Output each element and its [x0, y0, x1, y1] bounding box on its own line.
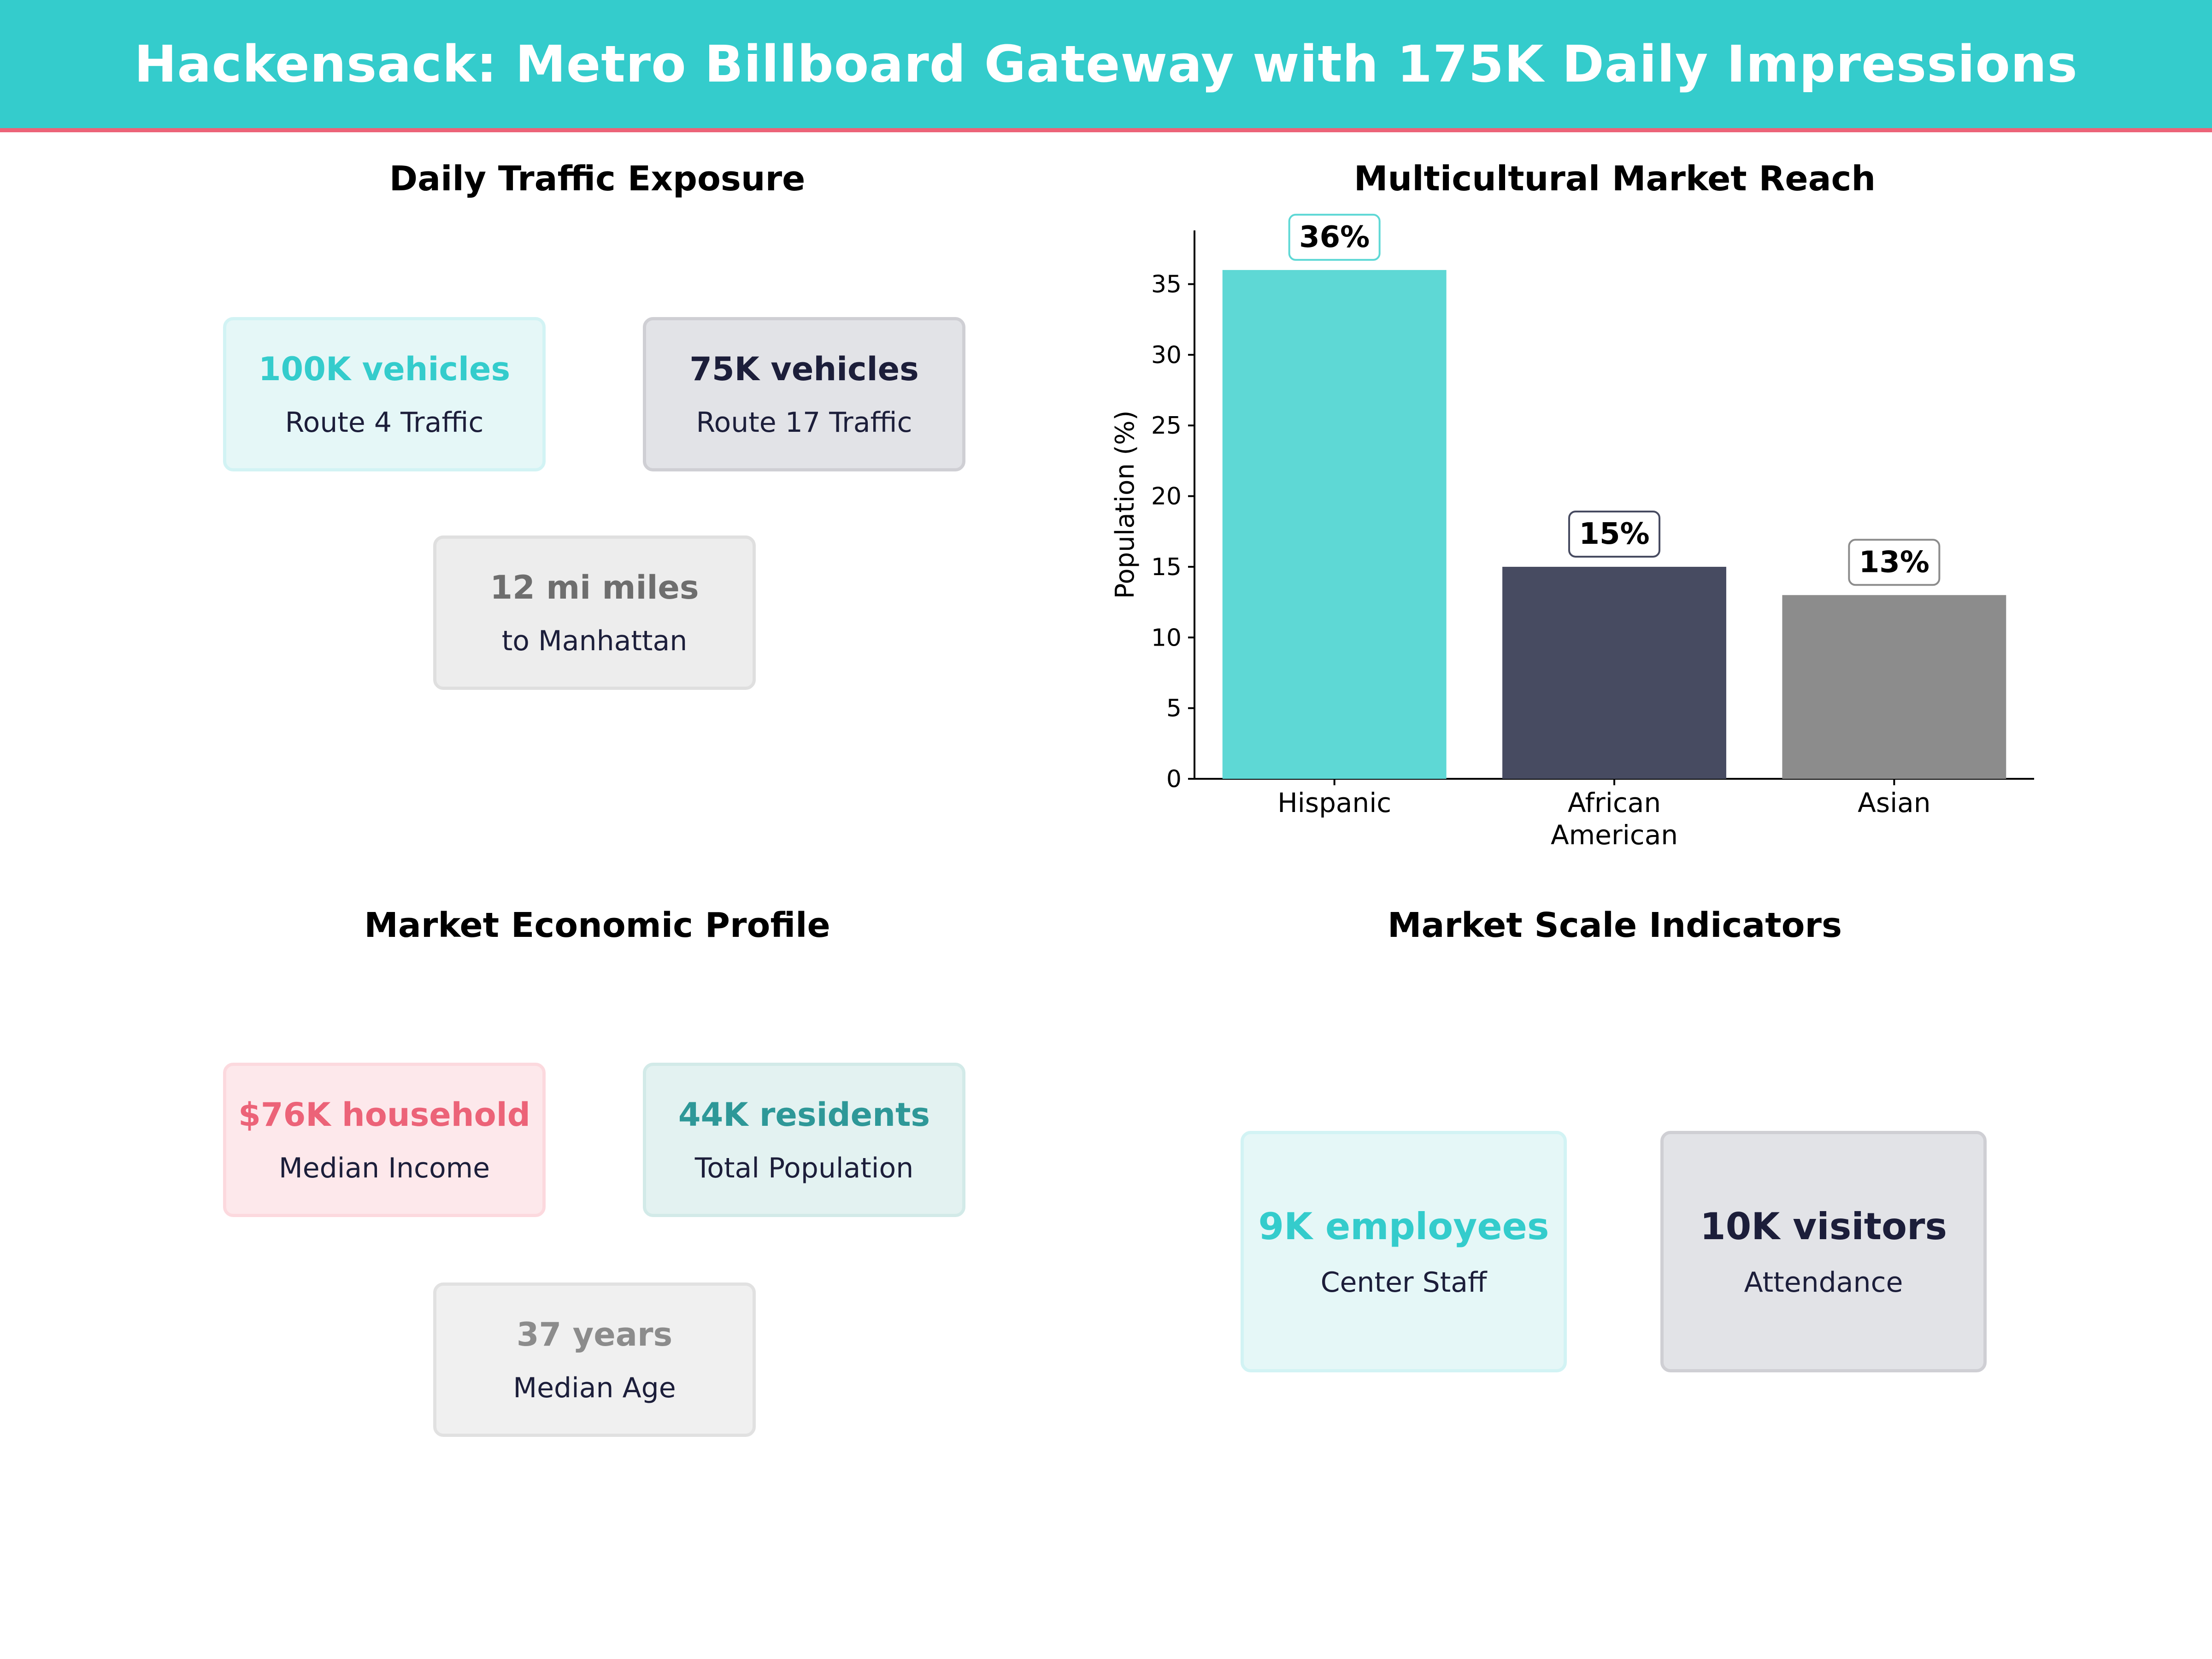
- data-label-box: [1848, 539, 1941, 586]
- bar: [1222, 270, 1447, 779]
- card-label: Median Income: [278, 1152, 490, 1184]
- y-tick-label: 20: [1151, 483, 1182, 511]
- card-value: 44K residents: [678, 1095, 930, 1134]
- scale-panel-title: Market Scale Indicators: [1387, 906, 1842, 945]
- card-label: Route 17 Traffic: [696, 406, 912, 439]
- card-label: to Manhattan: [501, 624, 688, 657]
- data-label: 15%: [1579, 517, 1649, 551]
- y-tick-label: 5: [1166, 695, 1182, 723]
- visitors-card: 10K visitors Attendance: [1660, 1131, 1987, 1372]
- population-card: 44K residents Total Population: [643, 1063, 965, 1217]
- data-label: 36%: [1299, 220, 1370, 254]
- y-tick-label: 25: [1151, 412, 1182, 440]
- data-label: 13%: [1859, 545, 1930, 579]
- manhattan-card: 12 mi miles to Manhattan: [433, 535, 756, 690]
- card-value: 100K vehicles: [258, 350, 511, 388]
- card-label: Center Staff: [1320, 1266, 1487, 1299]
- card-value: 75K vehicles: [689, 350, 919, 388]
- y-axis-label: Population (%): [1110, 411, 1140, 599]
- traffic-panel-title: Daily Traffic Exposure: [389, 159, 806, 199]
- card-value: 12 mi miles: [490, 568, 699, 606]
- economic-panel-title: Market Economic Profile: [364, 906, 830, 945]
- card-label: Median Age: [513, 1371, 676, 1404]
- data-label-box: [1568, 510, 1660, 558]
- card-value: 37 years: [516, 1315, 673, 1353]
- page-title: Hackensack: Metro Billboard Gateway with…: [134, 35, 2078, 94]
- route17-card: 75K vehicles Route 17 Traffic: [643, 317, 965, 471]
- card-value: $76K household: [238, 1095, 530, 1134]
- card-value: 10K visitors: [1700, 1205, 1947, 1248]
- route4-card: 100K vehicles Route 4 Traffic: [223, 317, 546, 471]
- header-banner: Hackensack: Metro Billboard Gateway with…: [0, 0, 2212, 132]
- y-tick-label: 10: [1151, 624, 1182, 652]
- bar: [1502, 566, 1726, 779]
- x-tick-label: American: [1551, 819, 1678, 851]
- x-tick-label: Asian: [1858, 787, 1930, 818]
- data-label-box: [1288, 213, 1381, 261]
- card-label: Attendance: [1744, 1266, 1903, 1299]
- age-card: 37 years Median Age: [433, 1282, 756, 1437]
- y-tick-label: 15: [1151, 553, 1182, 581]
- y-tick-label: 35: [1151, 271, 1182, 299]
- income-card: $76K household Median Income: [223, 1063, 546, 1217]
- x-tick-label: Hispanic: [1277, 787, 1391, 818]
- reach-panel-title: Multicultural Market Reach: [1353, 159, 1876, 199]
- employees-card: 9K employees Center Staff: [1241, 1131, 1567, 1372]
- card-label: Route 4 Traffic: [285, 406, 484, 439]
- x-tick-label: African: [1568, 787, 1661, 818]
- bar: [1782, 595, 2006, 779]
- y-tick-label: 30: [1151, 341, 1182, 369]
- y-tick-label: 0: [1166, 765, 1182, 793]
- card-value: 9K employees: [1258, 1205, 1549, 1248]
- card-label: Total Population: [694, 1152, 914, 1184]
